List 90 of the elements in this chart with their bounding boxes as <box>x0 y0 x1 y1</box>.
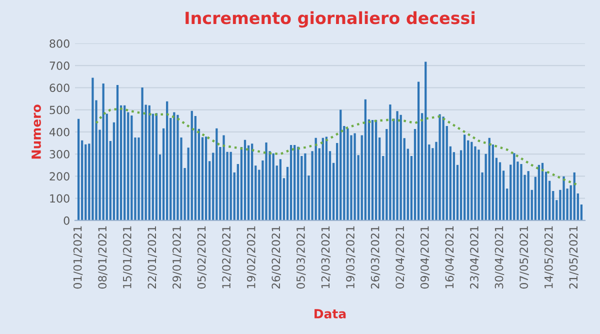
bar <box>498 162 502 220</box>
x-tick-label: 30/04/2021 <box>494 226 504 288</box>
bar <box>116 85 119 220</box>
x-tick-label: 08/01/2021 <box>98 226 108 289</box>
bar <box>464 134 466 220</box>
bar <box>141 87 144 220</box>
x-tick-label: 09/04/2021 <box>420 226 430 289</box>
x-tick-label: 05/02/2021 <box>197 226 207 289</box>
bar <box>124 105 126 220</box>
x-tick-label: 19/02/2021 <box>246 226 256 288</box>
bar <box>488 138 490 220</box>
bar <box>155 113 158 220</box>
bar <box>396 111 398 220</box>
bar <box>527 171 530 220</box>
bar <box>216 128 218 220</box>
x-tick-label: 26/02/2021 <box>272 226 281 289</box>
bar <box>244 140 246 220</box>
y-tick-label: 200 <box>50 172 70 181</box>
bar <box>325 136 328 220</box>
bar <box>297 146 300 220</box>
bar <box>573 172 576 220</box>
bar <box>102 83 104 220</box>
bar <box>562 176 565 220</box>
x-tick-label: 23/04/2021 <box>470 226 480 289</box>
bar <box>371 120 374 220</box>
bar <box>304 153 306 220</box>
bar <box>251 144 254 220</box>
bar <box>176 114 179 220</box>
x-tick-label: 01/01/2021 <box>73 226 83 289</box>
x-tick-label: 12/02/2021 <box>222 226 232 288</box>
bar <box>474 146 476 220</box>
y-tick-label: 600 <box>50 84 70 92</box>
x-tick-label: 02/04/2021 <box>396 226 405 289</box>
bar <box>364 99 366 220</box>
y-tick-label: 700 <box>50 62 70 70</box>
bar <box>148 105 150 220</box>
bar <box>541 162 544 220</box>
chart-title: Incremento giornaliero decessi <box>186 11 475 28</box>
y-tick-label: 300 <box>50 150 70 158</box>
bar <box>314 138 317 220</box>
x-axis-title: Data <box>314 309 346 318</box>
bar <box>354 133 356 220</box>
bar <box>130 116 133 220</box>
bar <box>520 164 522 220</box>
x-tick-label: 21/05/2021 <box>569 226 578 289</box>
line-series <box>95 108 580 186</box>
y-axis-title: Numero <box>32 104 41 159</box>
bar <box>222 135 225 220</box>
bar <box>92 78 94 220</box>
bar <box>513 153 516 220</box>
bar <box>190 110 193 220</box>
bar <box>389 104 392 220</box>
bar <box>438 114 441 220</box>
x-tick-label: 07/05/2021 <box>520 226 529 289</box>
bar <box>400 114 402 220</box>
bar <box>470 142 473 220</box>
y-tick-label: 400 <box>49 128 70 136</box>
bar <box>166 101 168 220</box>
bar <box>478 150 480 220</box>
bar <box>538 164 540 220</box>
bar <box>204 136 208 220</box>
x-tick-label: 05/03/2021 <box>296 226 306 289</box>
bar <box>442 116 444 220</box>
x-tick-label: 12/03/2021 <box>321 226 331 288</box>
bar <box>294 144 296 220</box>
bar <box>374 120 378 220</box>
x-tick-label: 19/03/2021 <box>346 226 356 288</box>
y-tick-label: 100 <box>50 194 70 203</box>
x-tick-label: 29/01/2021 <box>172 226 182 289</box>
bar <box>346 128 349 220</box>
y-tick-label: 800 <box>50 39 70 48</box>
bar <box>77 118 80 220</box>
x-tick-label: 16/04/2021 <box>445 226 455 288</box>
x-tick-label: 14/05/2021 <box>544 226 554 288</box>
bar <box>84 144 87 220</box>
bar <box>230 152 232 220</box>
bar <box>290 144 292 220</box>
bar <box>265 142 268 220</box>
y-tick-label: 0 <box>64 216 70 225</box>
y-tick-label: 500 <box>50 106 70 114</box>
bar <box>322 138 324 220</box>
x-tick-label: 15/01/2021 <box>122 226 132 288</box>
x-tick-label: 22/01/2021 <box>148 226 158 289</box>
bar <box>173 112 176 220</box>
bar <box>424 62 427 220</box>
x-tick-label: 26/03/2021 <box>370 226 380 289</box>
bar <box>340 110 342 220</box>
bar <box>272 153 274 220</box>
bar <box>279 159 282 220</box>
bar <box>417 82 420 220</box>
